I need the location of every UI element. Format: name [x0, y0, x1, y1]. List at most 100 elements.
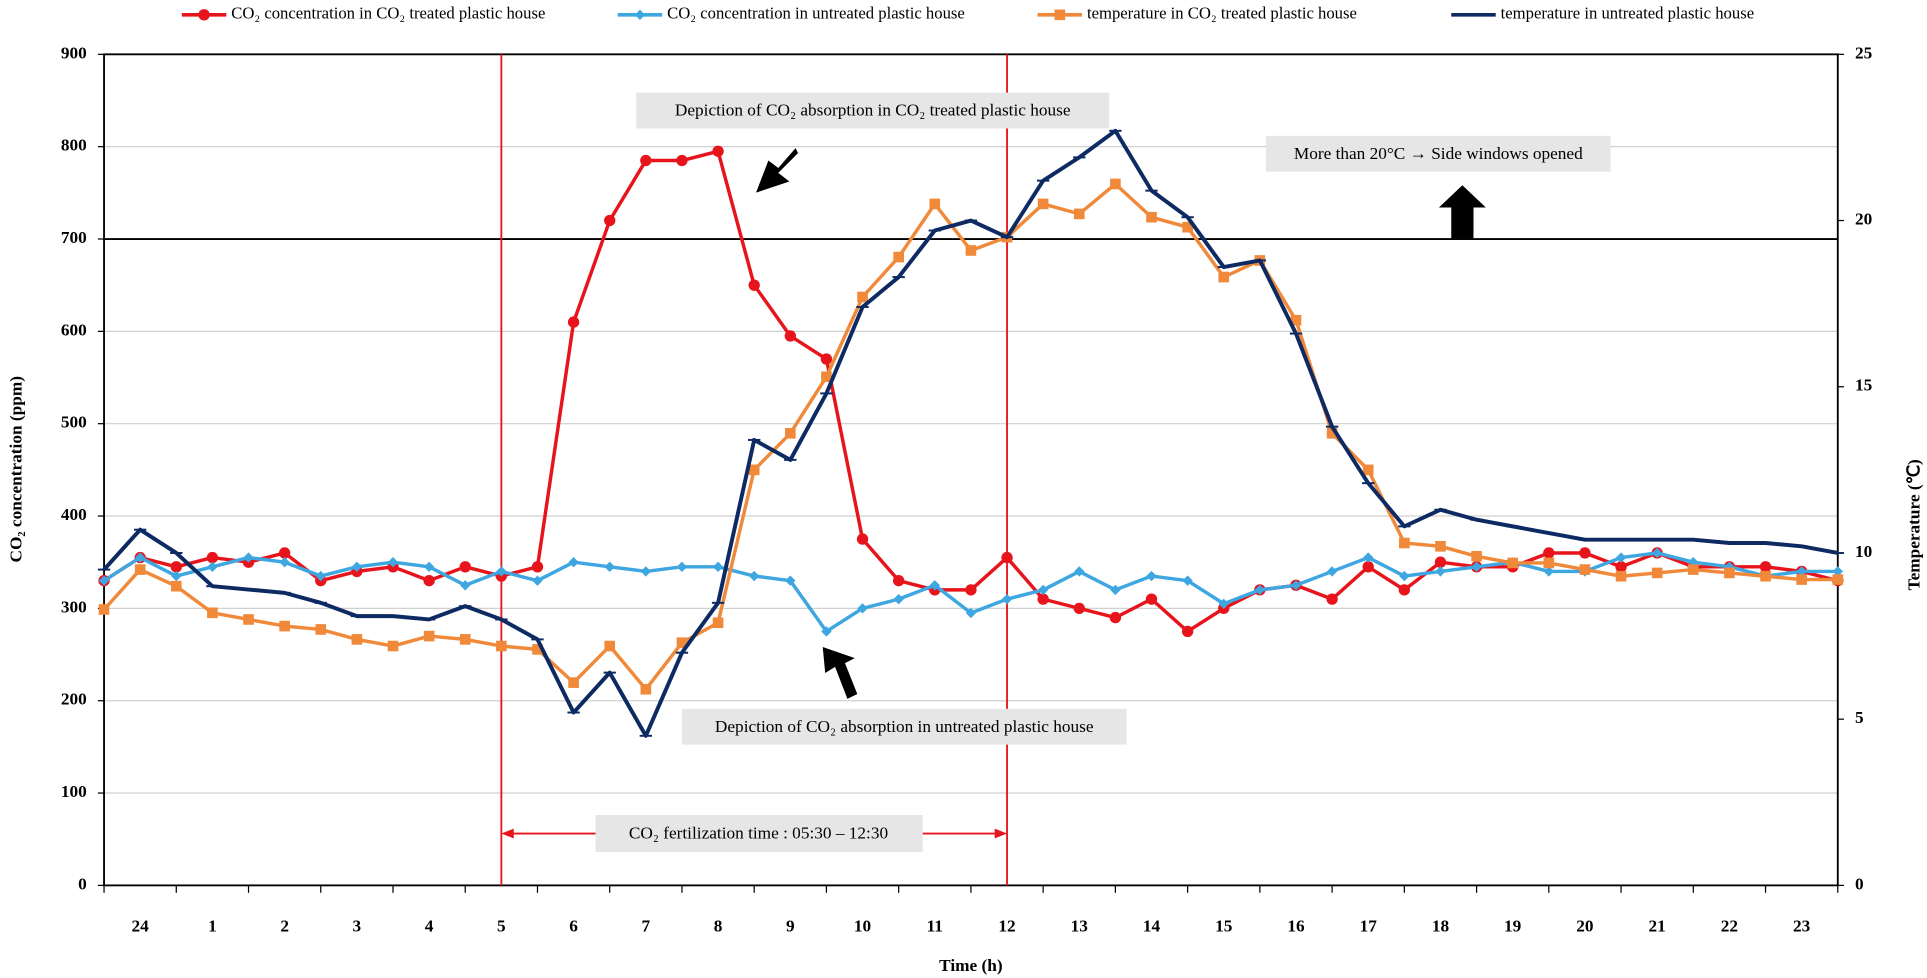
point — [748, 464, 760, 476]
y-tick-label: 300 — [61, 597, 87, 616]
point — [1796, 574, 1807, 585]
point — [604, 561, 615, 573]
arrow — [822, 647, 858, 699]
point — [640, 566, 652, 577]
point — [676, 561, 688, 573]
point — [1182, 575, 1193, 586]
point — [965, 607, 977, 619]
x-tick-label: 14 — [1143, 916, 1161, 935]
point — [1435, 541, 1446, 552]
point — [387, 640, 399, 652]
x-tick-label: 18 — [1432, 916, 1450, 935]
y-tick-label: 500 — [61, 413, 87, 432]
point — [1579, 547, 1591, 559]
point — [315, 624, 327, 635]
series — [97, 128, 1844, 738]
point — [893, 593, 904, 605]
point — [496, 566, 507, 577]
y-tick-label: 600 — [61, 320, 87, 339]
point — [206, 551, 219, 564]
x-tick-label: 7 — [642, 916, 651, 935]
point — [640, 683, 652, 695]
plot-frame — [103, 53, 1839, 887]
annotation: Depiction of CO₂ absorption in untreated… — [715, 717, 1094, 736]
point — [459, 634, 471, 645]
point — [1434, 556, 1447, 568]
x-tick-label: 2 — [280, 916, 289, 935]
y2-tick-label: 20 — [1855, 210, 1872, 229]
point — [676, 637, 688, 649]
point — [243, 552, 254, 563]
legend-marker — [634, 9, 646, 21]
point — [1182, 221, 1193, 233]
point — [929, 198, 941, 210]
point — [892, 574, 905, 587]
point — [1326, 593, 1338, 605]
point — [315, 570, 326, 582]
x-tick-label: 9 — [786, 916, 795, 935]
fertilization-label: CO₂ fertilization time : 05:30 – 12:30 — [629, 824, 888, 843]
point — [1760, 570, 1771, 582]
point — [1471, 550, 1482, 562]
annotation-box — [1266, 135, 1611, 172]
point — [1507, 557, 1519, 569]
point — [387, 557, 399, 568]
annotation-box — [681, 708, 1127, 745]
point — [279, 620, 290, 632]
point — [1326, 566, 1338, 577]
point — [1615, 570, 1627, 582]
x-tick-label: 10 — [854, 916, 871, 935]
y-tick-label: 200 — [61, 690, 87, 709]
y2-tick-label: 10 — [1855, 542, 1872, 561]
annotation-box — [595, 815, 923, 853]
point — [1651, 567, 1663, 579]
y-tick-label: 100 — [61, 782, 87, 801]
series — [98, 178, 1844, 695]
legend-marker — [1054, 9, 1066, 21]
point — [207, 607, 218, 619]
x-tick-label: 15 — [1215, 916, 1232, 935]
y2-tick-label: 25 — [1855, 43, 1872, 62]
point — [1399, 570, 1410, 582]
x-tick-label: 23 — [1793, 916, 1811, 935]
point — [820, 353, 833, 365]
point — [1759, 561, 1772, 573]
point — [821, 371, 832, 383]
point — [1326, 427, 1338, 439]
point — [532, 575, 543, 586]
point — [1579, 564, 1591, 575]
point — [1832, 574, 1844, 585]
x-tick-label: 4 — [425, 916, 434, 935]
y-tick-label: 900 — [61, 43, 87, 62]
point — [1832, 566, 1843, 577]
point — [1543, 566, 1555, 577]
point — [567, 316, 580, 328]
point — [423, 561, 435, 573]
y2-tick-label: 5 — [1855, 708, 1864, 727]
arrow — [1438, 185, 1486, 240]
point — [1001, 551, 1013, 564]
arrow — [756, 148, 799, 193]
point — [1615, 552, 1627, 563]
x-tick-label: 8 — [714, 916, 723, 935]
point — [1110, 178, 1121, 190]
point — [459, 561, 471, 573]
point — [1037, 198, 1049, 210]
annotation: Depiction of CO₂ absorption in CO₂ treat… — [675, 101, 1071, 120]
point — [1796, 566, 1807, 577]
point — [171, 570, 182, 582]
x-tick-label: 13 — [1071, 916, 1089, 935]
y2-tick-label: 0 — [1855, 874, 1864, 893]
x-tick-label: 17 — [1360, 916, 1378, 935]
point — [784, 330, 796, 342]
point — [1146, 211, 1157, 223]
annotation: More than 20°C → Side windows opened — [1294, 144, 1583, 163]
legend-label: CO₂ concentration in untreated plastic h… — [667, 4, 965, 23]
point — [712, 561, 724, 573]
point — [531, 561, 544, 573]
x-tick-label: 3 — [353, 916, 362, 935]
point — [207, 561, 218, 573]
point — [712, 145, 724, 157]
point — [857, 291, 868, 303]
